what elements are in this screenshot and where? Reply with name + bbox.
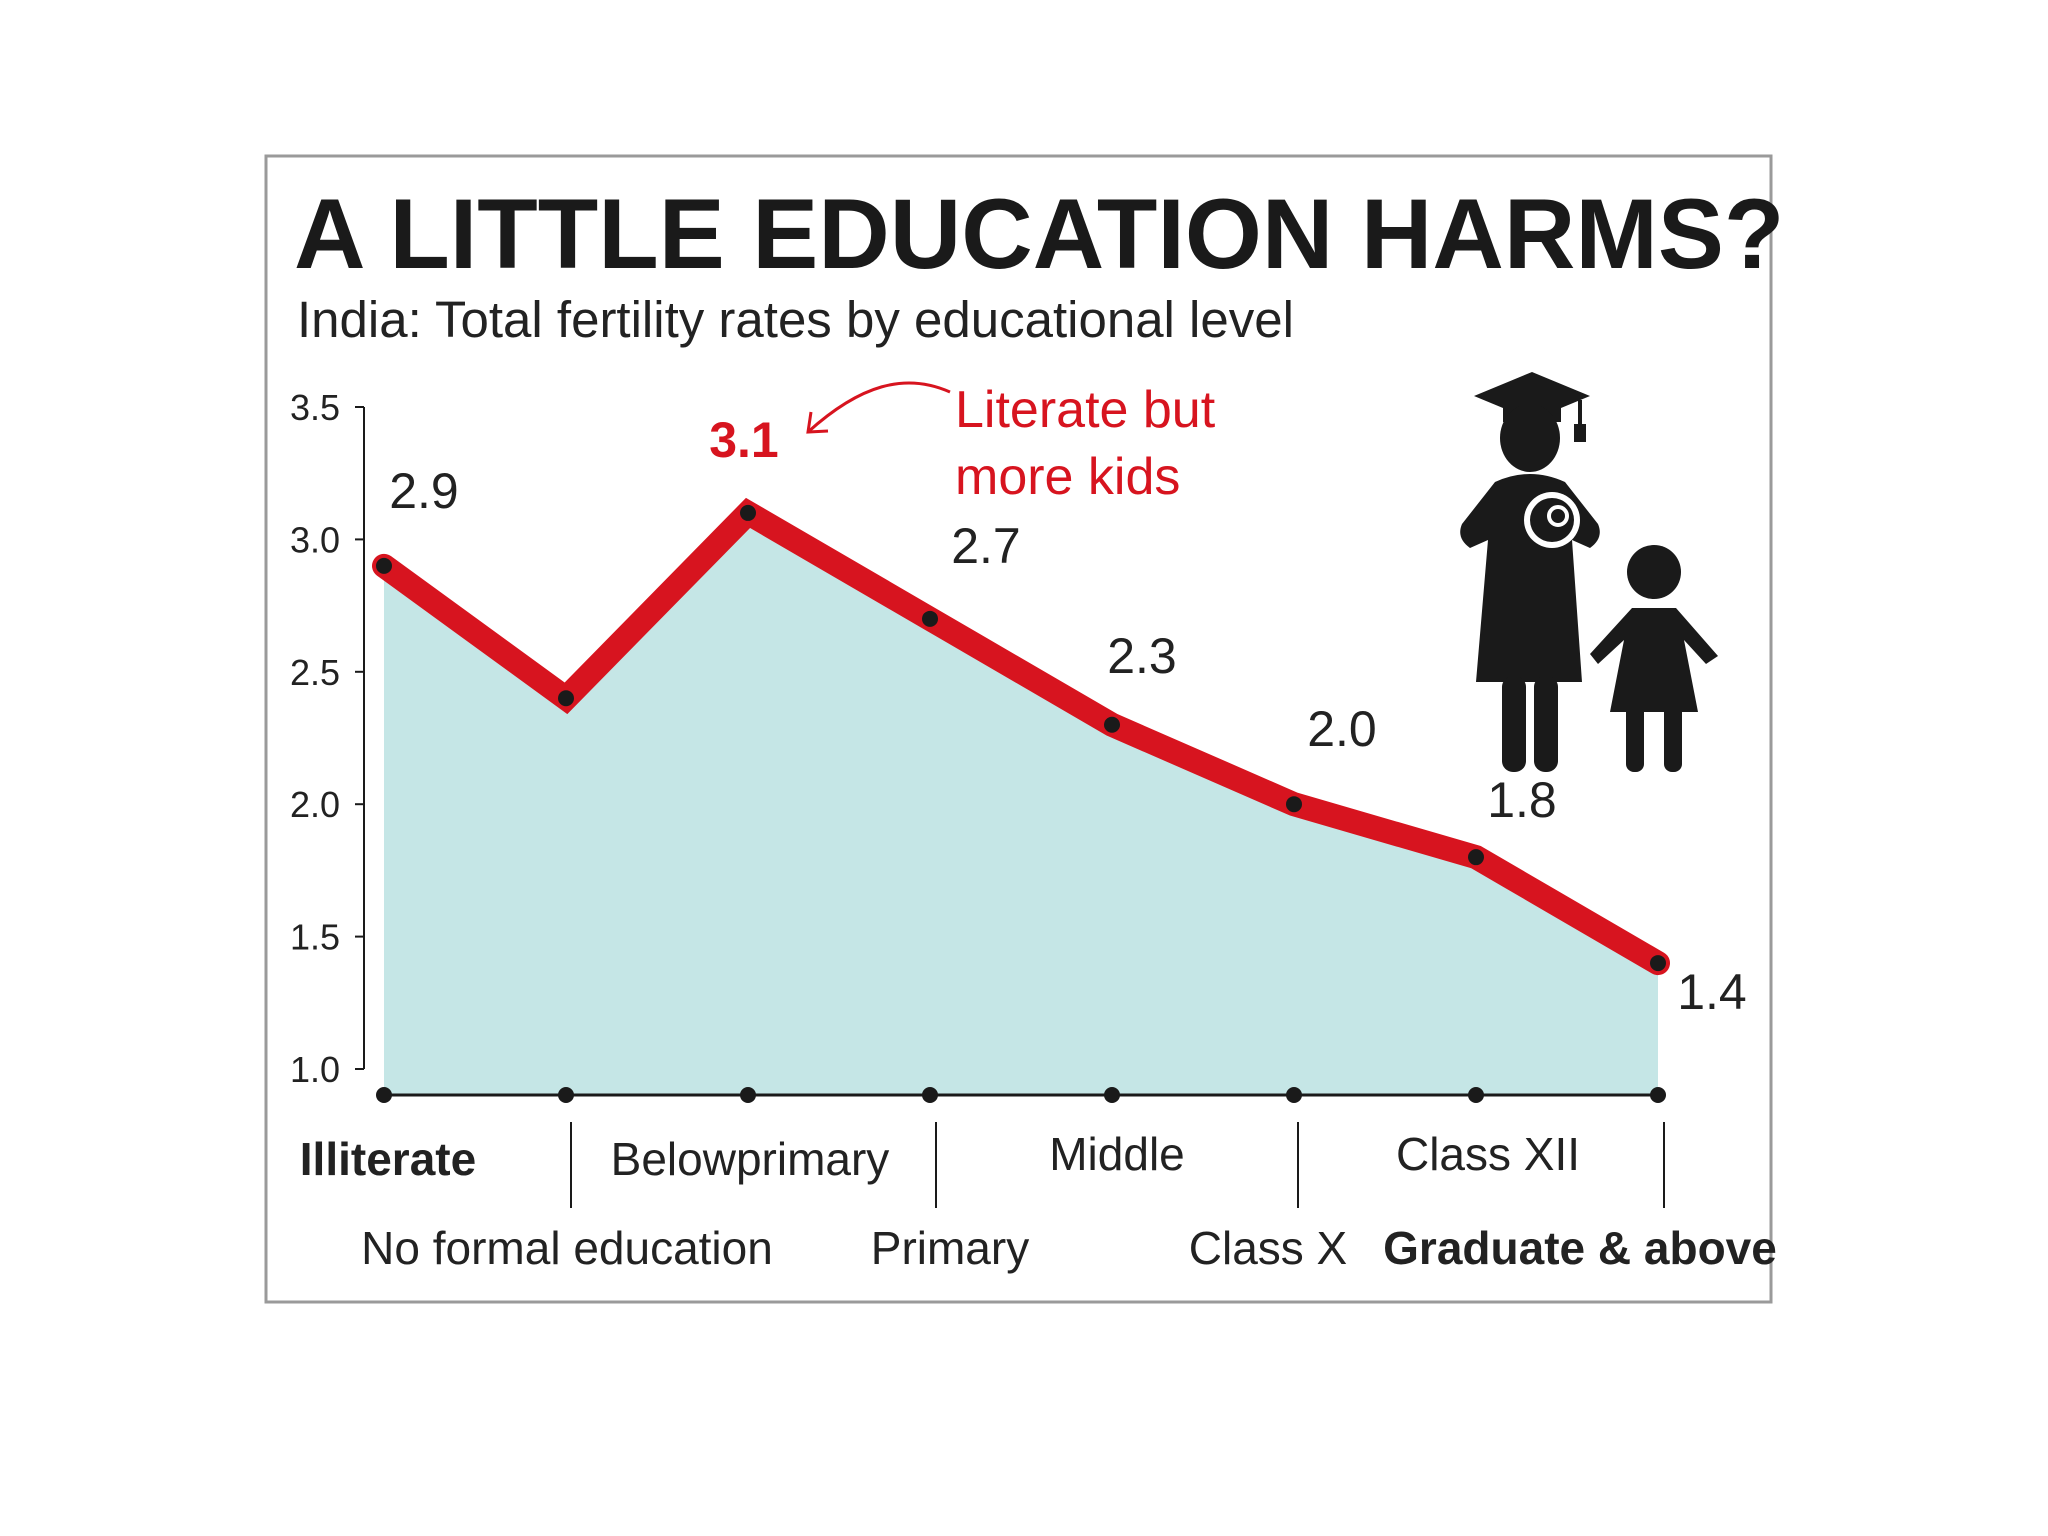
data-label: 1.4 xyxy=(1677,964,1747,1020)
x-axis-dot xyxy=(1286,1087,1302,1103)
annotation-line-2: more kids xyxy=(955,448,1180,506)
x-axis-dot xyxy=(1650,1087,1666,1103)
y-tick-label: 2.0 xyxy=(290,784,340,825)
y-tick-label: 2.5 xyxy=(290,652,340,693)
annotation-line-1: Literate but xyxy=(955,381,1216,439)
category-label: Belowprimary xyxy=(611,1133,890,1185)
y-tick-label: 1.0 xyxy=(290,1049,340,1090)
mother-child-icon xyxy=(1460,372,1718,772)
area-layer xyxy=(384,512,1658,1095)
data-point xyxy=(740,504,756,521)
chart-subtitle: India: Total fertility rates by educatio… xyxy=(297,291,1294,348)
annotation-arrowhead xyxy=(806,411,829,434)
data-label: 2.7 xyxy=(951,518,1021,574)
category-label-layer: Illiterate No formal education Belowprimar… xyxy=(300,1122,1777,1274)
data-label: 1.8 xyxy=(1487,772,1557,828)
y-axis: 1.0 1.5 2.0 2.5 3.0 3.5 xyxy=(290,387,365,1090)
series-line xyxy=(372,497,1670,976)
data-point xyxy=(1286,796,1302,813)
category-label: Class XII xyxy=(1396,1128,1580,1180)
chart-title: A LITTLE EDUCATION HARMS? xyxy=(294,178,1784,289)
x-axis-dot xyxy=(740,1087,756,1103)
data-label: 2.0 xyxy=(1307,701,1377,757)
data-label: 2.3 xyxy=(1107,628,1177,684)
category-label: Middle xyxy=(1049,1128,1185,1180)
data-point xyxy=(922,610,938,627)
category-label: Class X xyxy=(1189,1222,1347,1274)
x-axis-dot xyxy=(922,1087,938,1103)
data-point xyxy=(1650,955,1666,972)
category-label: No formal education xyxy=(361,1222,773,1274)
x-axis-dot xyxy=(1104,1087,1120,1103)
y-tick-label: 3.0 xyxy=(290,519,340,560)
annotation: Literate but more kids xyxy=(806,381,1216,506)
y-tick-label: 3.5 xyxy=(290,387,340,428)
data-point xyxy=(376,557,392,574)
area-fill xyxy=(384,512,1658,1095)
data-point xyxy=(1104,716,1120,733)
data-point xyxy=(558,690,574,707)
y-tick-label: 1.5 xyxy=(290,917,340,958)
data-label: 3.1 xyxy=(709,412,779,468)
x-axis-dot xyxy=(376,1087,392,1103)
x-axis xyxy=(376,1087,1666,1103)
data-label-layer: 2.9 3.1 2.7 2.3 2.0 1.8 1.4 xyxy=(389,412,1747,1020)
category-label: Illiterate xyxy=(300,1133,476,1185)
category-label: Primary xyxy=(871,1222,1029,1274)
annotation-arrow xyxy=(806,381,951,434)
line-layer xyxy=(372,497,1670,976)
category-label: Graduate & above xyxy=(1383,1222,1777,1274)
x-axis-dot xyxy=(1468,1087,1484,1103)
data-label: 2.9 xyxy=(389,463,459,519)
x-axis-dot xyxy=(558,1087,574,1103)
data-point xyxy=(1468,849,1484,866)
